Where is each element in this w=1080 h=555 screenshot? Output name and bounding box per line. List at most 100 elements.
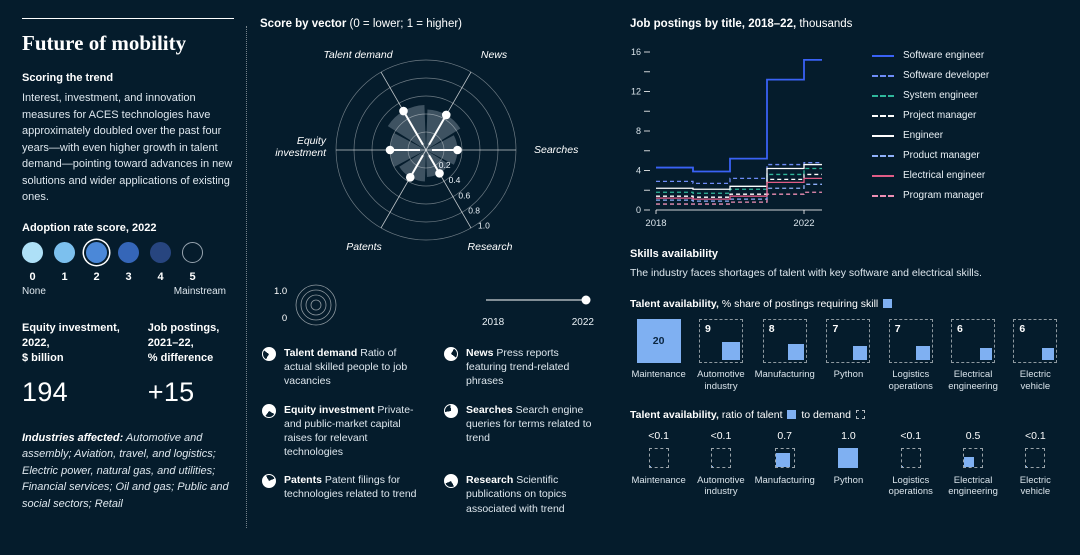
skill-label: Python [833, 368, 864, 380]
adoption-score-number: 1 [61, 270, 68, 283]
vector-legend-item: Searches Search engine queries for terms… [444, 403, 602, 460]
ratio-square [838, 447, 859, 468]
svg-text:12: 12 [631, 87, 641, 97]
adoption-score-1: 1 [54, 241, 75, 283]
skill-label: Maintenance [631, 368, 686, 380]
skills-availability-heading: Skills availability [630, 248, 719, 260]
legend-item: System engineer [872, 90, 989, 101]
ratio-value: 0.7 [777, 429, 792, 442]
industries-affected-label: Industries affected: [22, 431, 124, 444]
adoption-circle [22, 241, 43, 263]
ratio-box [963, 447, 984, 468]
stat-label-line: Job postings, [147, 321, 220, 334]
ratio-square [649, 465, 651, 467]
series-line-software-developer [656, 161, 822, 184]
skill-share-box: 20 [636, 318, 681, 363]
stat-equity-investment: Equity investment, 2022, $ billion 194 [22, 321, 120, 408]
news-icon [444, 347, 458, 361]
job-postings-panel: Job postings by title, 2018–22, thousand… [630, 18, 1064, 498]
ratio-cell: <0.1 Maintenance [630, 430, 687, 499]
ratio-square [901, 465, 903, 467]
skill-share-square [636, 318, 681, 363]
vector-legend-text: Talent demand Ratio of actual skilled pe… [284, 347, 408, 388]
ratio-label: Python [833, 474, 864, 486]
dashed-square-icon [855, 409, 865, 419]
skill-share-square [853, 345, 868, 360]
skill-cell: 9 Automotive industry [692, 318, 749, 393]
adoption-min-label: None [22, 285, 46, 297]
vector-legend-text: Searches Search engine queries for terms… [466, 403, 592, 444]
vector-legend-text: Patents Patent filings for technologies … [284, 474, 417, 501]
stat-label-line: 2021–22, [147, 336, 194, 349]
skill-share-box: 6 [1013, 318, 1058, 363]
ratio-cell: 0.5 Electrical engineering [944, 430, 1001, 499]
research-icon [444, 474, 458, 489]
skill-cell: 7 Python [820, 318, 877, 393]
ratio-cell: 1.0 Python [820, 430, 877, 499]
skill-cell: 6 Electrical engineering [944, 318, 1001, 393]
vector-legend-text: News Press reports featuring trend-relat… [466, 347, 570, 388]
stat-label-line: $ billion [22, 352, 64, 365]
svg-text:1.0: 1.0 [478, 220, 490, 230]
series-line-program-manager [656, 191, 822, 205]
equity-investment-icon [262, 403, 276, 418]
adoption-score-5: 5 [182, 241, 203, 283]
skill-share-square [721, 341, 740, 360]
svg-text:2022: 2022 [793, 218, 814, 229]
ratio-value: <0.1 [1024, 429, 1046, 442]
vector-legend-text: Research Scientific publications on topi… [466, 474, 567, 515]
skill-share-value: 8 [768, 322, 775, 335]
skill-label: Manufacturing [754, 368, 815, 380]
line-swatch-icon [872, 114, 894, 117]
legend-item: Program manager [872, 190, 989, 201]
adoption-score-3: 3 [118, 241, 139, 283]
series-line-engineer [656, 163, 822, 190]
line-swatch-icon [872, 54, 894, 57]
series-line-electrical-engineer [656, 177, 822, 200]
adoption-circle [118, 241, 139, 263]
ratio-value: <0.1 [710, 429, 732, 442]
job-postings-value: +15 [147, 376, 195, 407]
skill-cell: 20 Maintenance [630, 318, 687, 393]
score-by-vector-panel: Score by vector (0 = lower; 1 = higher) … [260, 18, 598, 516]
svg-text:News: News [481, 49, 508, 61]
adoption-score-4: 4 [150, 241, 171, 283]
legend-label: Engineer [903, 130, 944, 141]
ratio-square [775, 452, 790, 467]
timeline-slider-icon [486, 295, 591, 305]
line-swatch-icon [872, 174, 894, 177]
filled-square-icon [787, 409, 797, 419]
overview-panel: Future of mobility Scoring the trend Int… [22, 18, 234, 512]
talent-demand-icon [262, 347, 276, 361]
vector-legend-text: Equity investment Private- and public-ma… [284, 403, 414, 459]
adoption-circle [182, 241, 203, 263]
industries-affected: Industries affected: Automotive and asse… [22, 430, 234, 513]
stat-job-postings: Job postings, 2021–22, % difference +15 [148, 321, 220, 408]
svg-text:Research: Research [468, 241, 513, 253]
scale-max-label: 1.0 [274, 286, 288, 297]
ratio-box [838, 447, 859, 468]
adoption-score-number: 5 [189, 270, 196, 283]
job-postings-chart-row: 0 4 8 12 16 2018 2022 Software engineer Softwar… [630, 38, 1064, 238]
ratio-box [648, 447, 669, 468]
skill-share-value: 9 [704, 322, 711, 335]
svg-text:Searches: Searches [534, 144, 579, 156]
stat-label-line: Equity investment, [22, 321, 120, 334]
column-divider [246, 26, 247, 528]
job-postings-title: Job postings by title, 2018–22, thousand… [630, 18, 853, 30]
ratio-value: <0.1 [648, 429, 670, 442]
ratio-label: Automotive industry [697, 474, 745, 498]
ratio-box [774, 447, 795, 468]
skills-availability-text: The industry faces shortages of talent w… [630, 267, 982, 279]
skill-cell: 8 Manufacturing [754, 318, 815, 393]
skill-share-value: 6 [957, 322, 963, 335]
skill-share-square [980, 347, 993, 360]
adoption-circle [86, 241, 107, 263]
skill-share-value: 7 [894, 322, 901, 335]
legend-item: Software engineer [872, 50, 989, 61]
ratio-value: <0.1 [900, 429, 922, 442]
ratio-square [711, 465, 713, 467]
ratio-cell: 0.7 Manufacturing [755, 430, 815, 499]
skill-share-box: 9 [698, 318, 743, 363]
ratio-value: 0.5 [965, 429, 981, 442]
